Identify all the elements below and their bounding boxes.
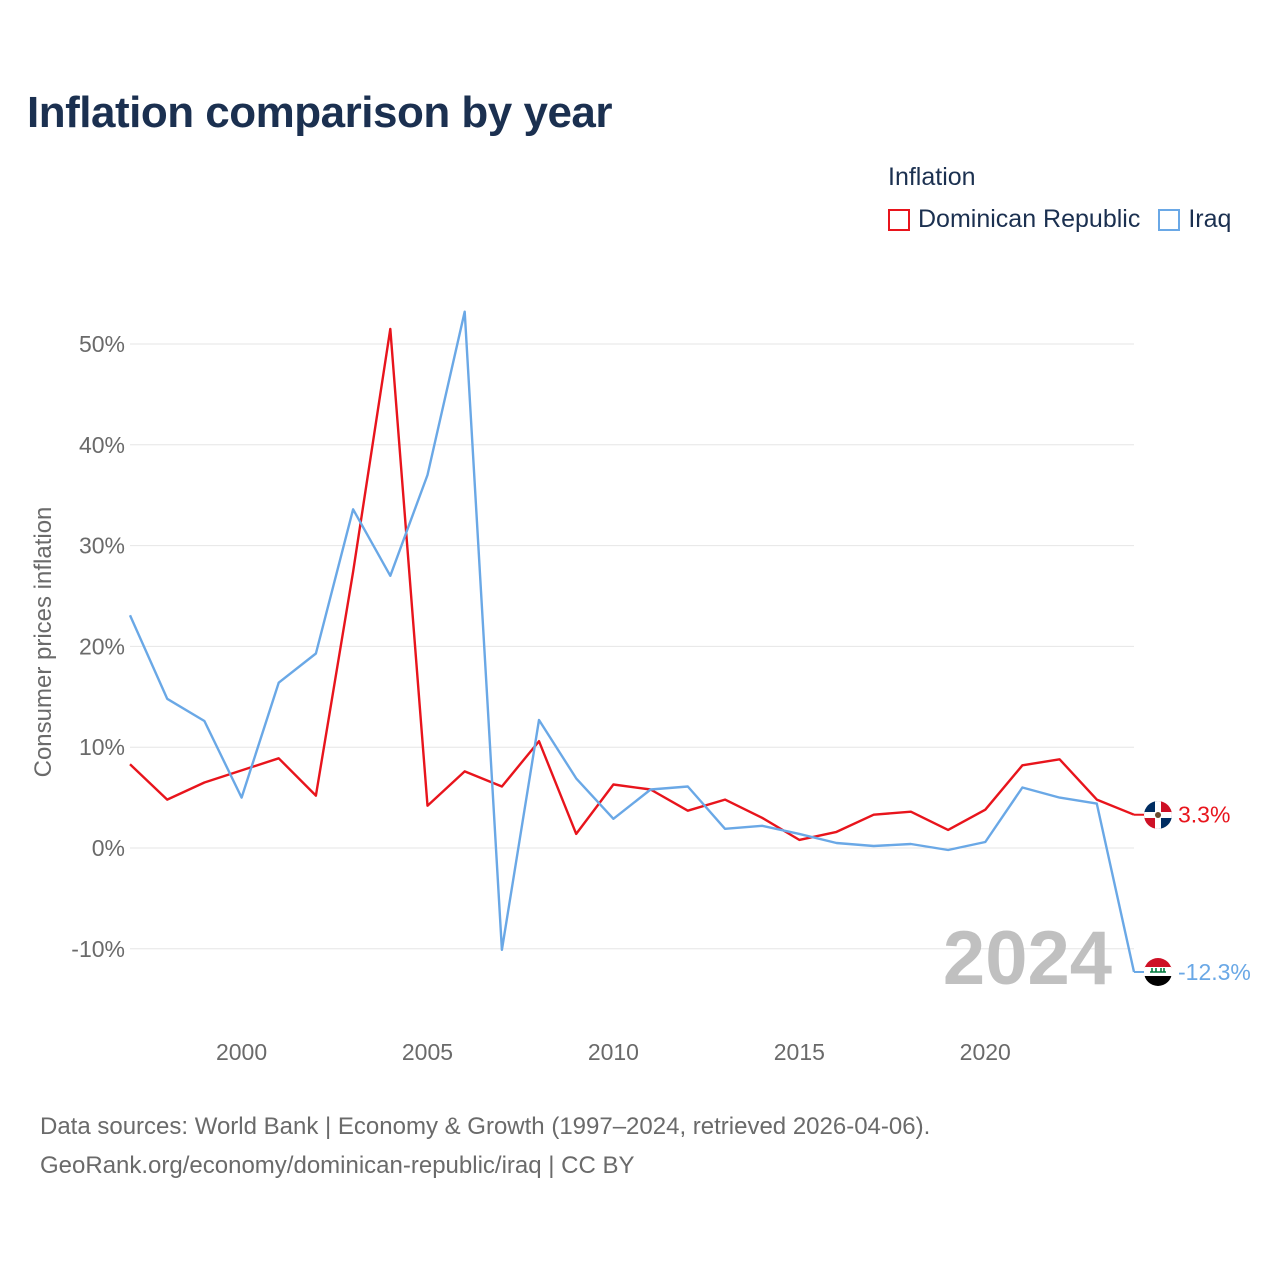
y-tick-label: 0% — [92, 835, 125, 861]
y-axis-ticks: -10% 0% 10% 20% 30% 40% 50% — [71, 331, 125, 962]
y-tick-label: 50% — [79, 331, 125, 357]
series-line-iraq[interactable] — [128, 310, 1136, 973]
legend: Dominican Republic Iraq — [888, 205, 1249, 234]
y-axis-label: Consumer prices inflation — [30, 507, 57, 778]
x-tick-label: 2010 — [588, 1039, 639, 1065]
x-tick-label: 2015 — [774, 1039, 825, 1065]
x-tick-label: 2005 — [402, 1039, 453, 1065]
dominican-republic-flag-icon — [1144, 801, 1172, 829]
sources-line-2[interactable]: GeoRank.org/economy/dominican-republic/i… — [40, 1152, 635, 1179]
data-sources: Data sources: World Bank | Economy & Gro… — [40, 1107, 930, 1185]
legend-swatch-iraq — [1158, 208, 1181, 231]
y-tick-label: 30% — [79, 533, 125, 559]
legend-item-dominican-republic[interactable]: Dominican Republic — [888, 205, 1140, 234]
year-watermark: 2024 — [943, 916, 1112, 1001]
series-line-dominican-republic[interactable] — [129, 327, 1135, 842]
y-tick-label: -10% — [71, 936, 125, 962]
x-axis-ticks: 2000 2005 2010 2015 2020 — [216, 1039, 1011, 1065]
y-tick-label: 20% — [79, 633, 125, 659]
grid — [130, 343, 1134, 950]
legend-title: Inflation — [888, 163, 976, 191]
legend-label-iraq: Iraq — [1188, 205, 1232, 233]
iraq-flag-icon — [1144, 958, 1172, 986]
sources-line-1: Data sources: World Bank | Economy & Gro… — [40, 1113, 931, 1140]
series-lines — [128, 310, 1136, 973]
x-tick-label: 2000 — [216, 1039, 267, 1065]
end-labels: 3.3% -12.3% — [1134, 802, 1251, 985]
legend-label-dominican-republic: Dominican Republic — [918, 205, 1141, 233]
x-tick-label: 2020 — [960, 1039, 1011, 1065]
end-label-dominican-republic: 3.3% — [1178, 802, 1230, 828]
legend-item-iraq[interactable]: Iraq — [1158, 205, 1231, 234]
legend-swatch-dominican-republic — [888, 208, 910, 231]
y-tick-label: 40% — [79, 432, 125, 458]
end-label-iraq: -12.3% — [1178, 959, 1251, 985]
y-tick-label: 10% — [79, 734, 125, 760]
chart-title: Inflation comparison by year — [27, 88, 613, 137]
